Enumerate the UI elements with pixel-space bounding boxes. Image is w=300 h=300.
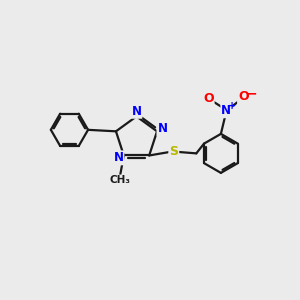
- Text: +: +: [228, 101, 236, 111]
- Text: −: −: [246, 86, 257, 100]
- Text: CH₃: CH₃: [110, 176, 131, 185]
- Text: O: O: [238, 91, 249, 103]
- Text: O: O: [203, 92, 214, 105]
- Text: S: S: [169, 146, 178, 158]
- Text: N: N: [158, 122, 167, 135]
- Text: N: N: [131, 105, 142, 118]
- Text: N: N: [113, 152, 123, 164]
- Text: N: N: [221, 104, 231, 117]
